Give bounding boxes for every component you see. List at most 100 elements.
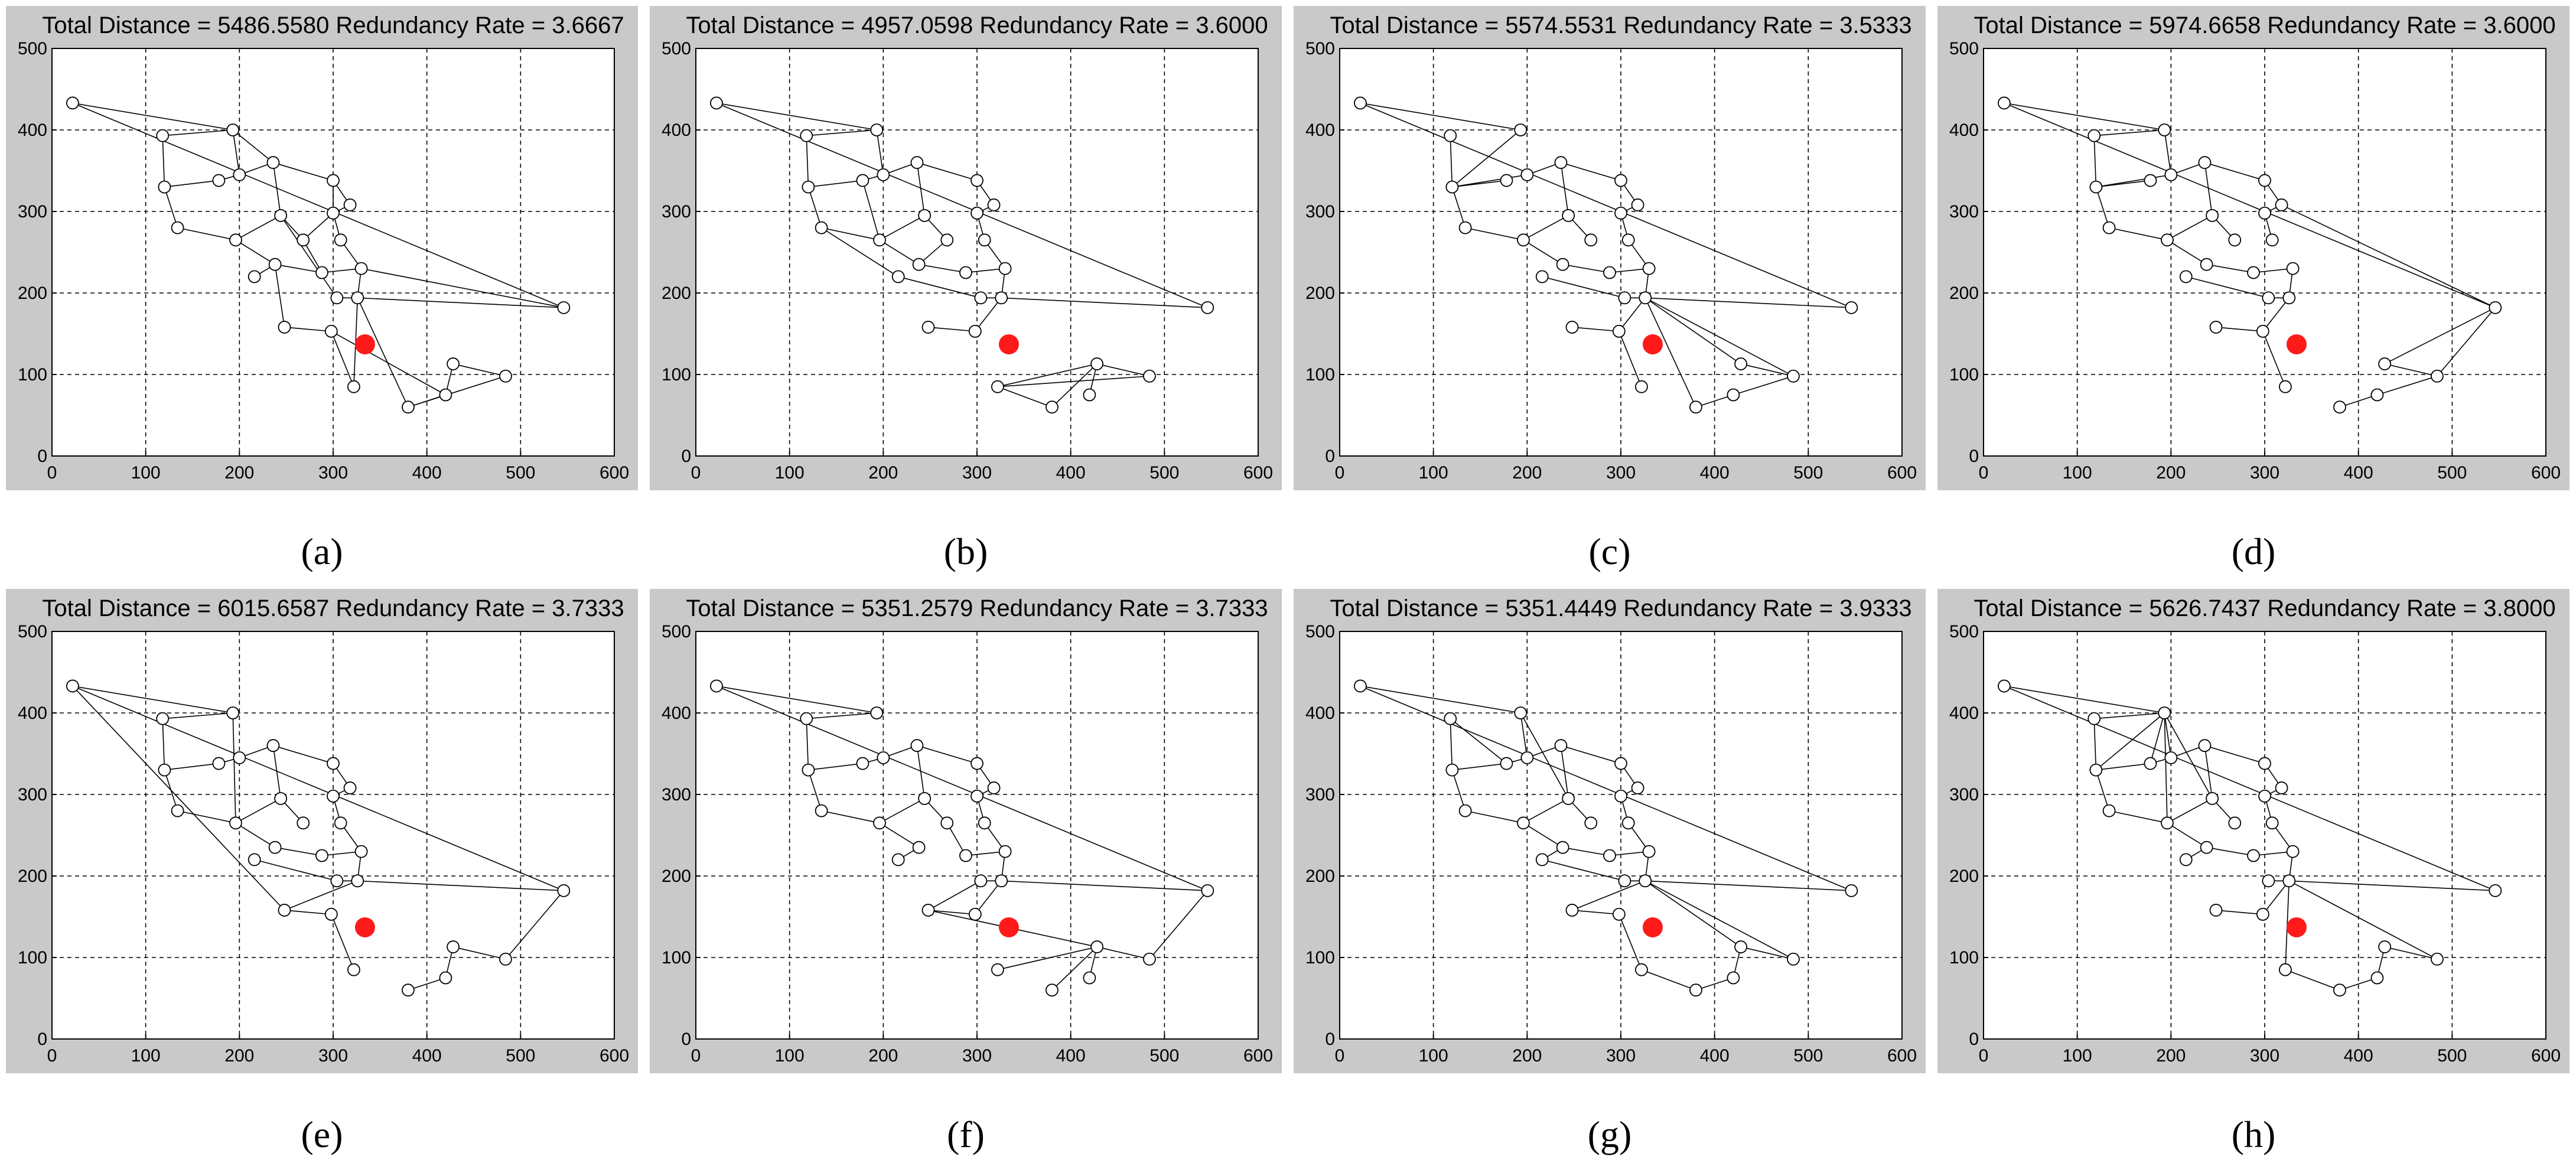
network-edge: [232, 129, 273, 163]
network-edge: [1451, 187, 1466, 228]
sensor-node: [1535, 853, 1549, 867]
chart-panel-e: Total Distance = 6015.6587 Redundancy Ra…: [0, 583, 644, 1166]
network-edge: [997, 363, 1098, 387]
network-edge: [2204, 745, 2213, 799]
sensor-node: [2279, 380, 2292, 393]
network-edge: [1520, 712, 1569, 799]
network-edge: [716, 685, 877, 714]
sensor-node: [870, 123, 884, 136]
sensor-node: [439, 971, 452, 985]
sensor-node: [1639, 874, 1652, 888]
sensor-node: [2431, 369, 2444, 383]
sensor-node: [557, 301, 571, 314]
sensor-node: [1201, 884, 1214, 897]
chart-title: Total Distance = 5974.6658 Redundancy Ra…: [1973, 12, 2555, 38]
network-edge: [806, 712, 877, 719]
x-tick-label: 200: [1512, 1046, 1542, 1066]
network-edge: [1561, 745, 1621, 764]
network-edge: [807, 187, 822, 228]
x-tick-label: 600: [1887, 463, 1917, 483]
x-tick-label: 200: [2156, 463, 2186, 483]
network-edge: [505, 890, 564, 960]
network-edge: [1465, 810, 1524, 824]
sensor-node: [1143, 952, 1156, 966]
x-tick-label: 100: [775, 463, 805, 483]
network-edge: [1695, 977, 1734, 991]
sensor-node: [2431, 952, 2444, 966]
network-edge: [879, 798, 925, 824]
sensor-node: [815, 804, 828, 817]
sensor-node: [1734, 357, 1747, 370]
network-edge: [1562, 846, 1610, 856]
sensor-node: [1689, 400, 1702, 414]
network-edge: [1450, 135, 1453, 187]
network-edge: [1695, 394, 1734, 408]
network-edge: [1740, 363, 1794, 377]
x-tick-label: 400: [2344, 463, 2373, 483]
network-edge: [2004, 102, 2496, 308]
sensor-node: [1517, 816, 1530, 830]
sensor-node: [1562, 209, 1575, 222]
network-edge: [164, 763, 219, 771]
sensor-node: [2333, 983, 2346, 997]
sensor-node: [995, 874, 1008, 888]
sensor-node: [2258, 206, 2271, 220]
sensor-node: [998, 845, 1012, 858]
sensor-node: [710, 679, 723, 693]
network-edge: [916, 745, 925, 799]
sink-node: [998, 917, 1019, 937]
sensor-node: [2198, 156, 2212, 170]
sensor-node: [1603, 849, 1616, 862]
y-tick-label: 400: [662, 703, 691, 723]
network-edge: [232, 129, 240, 175]
sensor-node: [2262, 874, 2275, 888]
sensor-node: [2179, 853, 2193, 867]
y-tick-label: 200: [1949, 867, 1979, 886]
chart-panel-b: Total Distance = 4957.0598 Redundancy Ra…: [644, 0, 1288, 583]
sensor-node: [499, 369, 512, 383]
x-tick-label: 100: [2063, 463, 2092, 483]
sensor-node: [334, 816, 347, 830]
sensor-node: [226, 123, 240, 136]
network-edge: [1644, 297, 1696, 408]
network-edge: [452, 946, 506, 960]
sink-node: [1642, 917, 1663, 937]
network-edge: [1096, 363, 1150, 377]
network-edge: [965, 851, 1005, 856]
x-tick-label: 0: [691, 463, 701, 483]
x-tick-label: 200: [1512, 463, 1542, 483]
sensor-node: [266, 739, 280, 753]
sensor-node: [877, 168, 890, 181]
sensor-node: [2378, 940, 2391, 953]
sensor-node: [354, 845, 368, 858]
sensor-node: [1845, 301, 1858, 314]
y-tick-label: 100: [18, 365, 47, 385]
network-edge: [1360, 685, 1852, 891]
sensor-node: [266, 156, 280, 170]
network-edge: [2262, 880, 2290, 915]
sensor-node: [351, 291, 364, 305]
network-edge: [331, 331, 354, 387]
sensor-node: [856, 174, 869, 187]
network-edge: [162, 129, 233, 136]
sensor-node: [1514, 123, 1528, 136]
panel-caption: (e): [301, 1113, 343, 1155]
y-tick-label: 500: [662, 39, 691, 58]
network-edge: [2288, 880, 2438, 960]
edges-group: [716, 102, 1208, 408]
sensor-node: [2209, 904, 2223, 917]
sensor-node: [978, 233, 991, 247]
chart-svg: Total Distance = 5351.2579 Redundancy Ra…: [650, 589, 1282, 1155]
x-tick-label: 300: [318, 1046, 348, 1066]
sensor-node: [1520, 751, 1534, 764]
network-edge: [928, 910, 975, 915]
sensor-node: [327, 757, 340, 770]
sensor-node: [998, 262, 1012, 275]
y-tick-label: 300: [18, 202, 47, 222]
network-edge: [997, 946, 1098, 970]
sensor-node: [1090, 357, 1103, 370]
x-tick-label: 400: [412, 463, 442, 483]
x-tick-label: 300: [2250, 463, 2279, 483]
network-edge: [821, 227, 899, 278]
network-edge: [2004, 685, 2165, 714]
